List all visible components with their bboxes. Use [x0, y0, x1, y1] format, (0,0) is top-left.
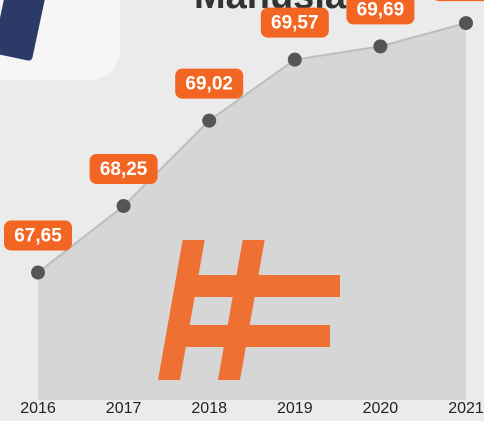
x-tick-label: 2019	[277, 400, 313, 417]
point	[202, 114, 216, 128]
point	[117, 199, 131, 213]
value-label: 69,69	[357, 0, 405, 20]
chart: Manusia 67,65201668,25201769,02201869,57…	[0, 0, 484, 421]
value-label: 68,25	[100, 159, 148, 180]
x-tick-label: 2018	[191, 400, 227, 417]
value-label: 69,57	[271, 13, 319, 34]
x-tick-label: 2021	[448, 400, 484, 417]
point	[373, 39, 387, 53]
point	[288, 53, 302, 67]
value-label: 67,65	[14, 226, 62, 247]
value-label: 69,02	[185, 74, 233, 95]
point	[31, 266, 45, 280]
x-tick-label: 2020	[363, 400, 399, 417]
x-tick-label: 2017	[106, 400, 142, 417]
point	[459, 16, 473, 30]
x-tick-label: 2016	[20, 400, 56, 417]
value-label-box	[432, 0, 484, 1]
